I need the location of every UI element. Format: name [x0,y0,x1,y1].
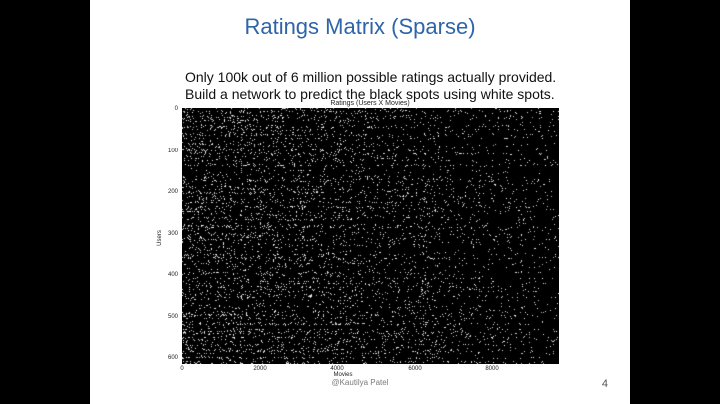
y-tick: 300 [167,231,178,237]
x-tick: 2000 [253,366,267,372]
x-tick: 4000 [330,366,344,372]
slide-caption: Only 100k out of 6 million possible rati… [185,69,625,103]
y-tick: 500 [167,314,178,320]
y-tick: 600 [167,355,178,361]
x-tick: 0 [180,366,184,372]
caption-line-2: Build a network to predict the black spo… [185,86,555,102]
caption-line-1: Only 100k out of 6 million possible rati… [185,69,557,85]
ratings-matrix-canvas [182,108,559,364]
x-tick: 8000 [485,366,499,372]
y-tick: 0 [174,106,178,112]
x-tick: 6000 [408,366,422,372]
y-tick: 200 [167,189,178,195]
y-tick: 400 [167,272,178,278]
y-tick: 100 [167,148,178,154]
slide: Ratings Matrix (Sparse) Only 100k out of… [90,0,630,404]
ratings-matrix-plot [182,108,559,364]
chart-title: Ratings (Users X Movies) [330,100,410,107]
slide-title: Ratings Matrix (Sparse) [244,14,476,39]
slide-page-number: 4 [601,378,608,390]
chart-x-axis-label: Movies [333,372,353,378]
slide-footer: @Kautilya Patel [331,378,389,387]
